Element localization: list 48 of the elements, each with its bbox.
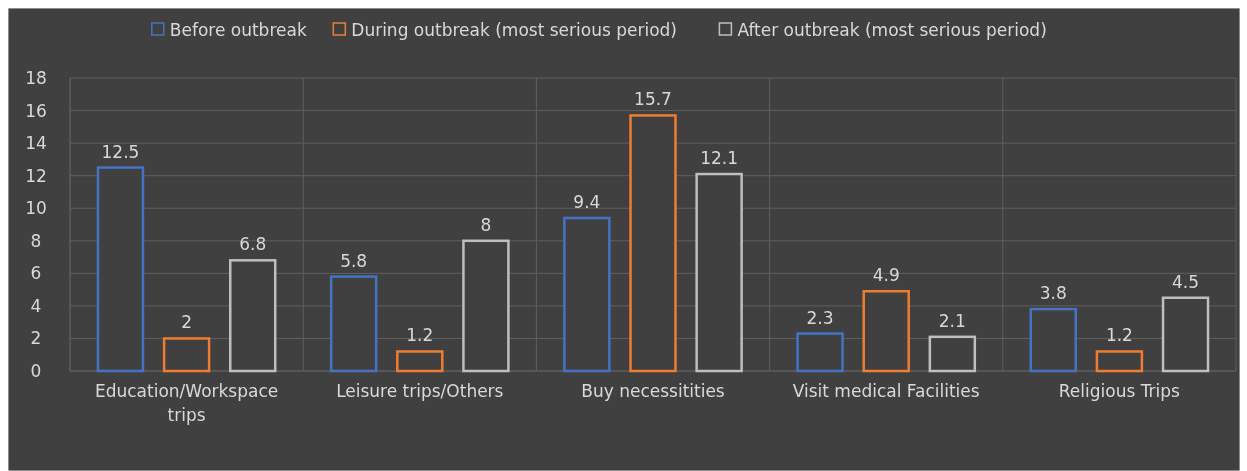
- legend-label: During outbreak (most serious period): [351, 19, 677, 40]
- bar: [1161, 296, 1210, 373]
- data-label: 8: [480, 214, 492, 235]
- x-tick-label: Buy necessitities: [581, 381, 725, 401]
- bar: [563, 216, 611, 373]
- data-label: 2.3: [806, 307, 834, 328]
- data-label: 9.4: [573, 191, 601, 212]
- x-tick-label: Visit medical Facilities: [792, 381, 980, 401]
- bar: [396, 350, 444, 373]
- bar: [462, 239, 510, 373]
- data-label: 2: [181, 312, 193, 333]
- data-label: 2.1: [938, 310, 966, 331]
- data-label: 1.2: [406, 325, 434, 346]
- data-label: 4.9: [872, 265, 900, 286]
- y-tick-label: 10: [25, 198, 47, 219]
- x-tick-label: Education/Workspace trips: [94, 381, 279, 425]
- x-tick-label: Leisure trips/Others: [336, 381, 504, 401]
- bar: [629, 114, 677, 373]
- y-tick-label: 0: [30, 360, 42, 381]
- y-tick-label: 16: [25, 100, 47, 121]
- bar: [796, 332, 844, 373]
- data-label: 6.8: [239, 234, 267, 255]
- y-tick-label: 8: [30, 230, 42, 251]
- y-tick-label: 2: [30, 328, 42, 349]
- y-tick-label: 18: [25, 67, 47, 88]
- bar: [928, 335, 977, 373]
- bar: [862, 289, 910, 373]
- data-label: 3.8: [1039, 283, 1067, 304]
- bar: [162, 337, 211, 373]
- x-tick-label: Religious Trips: [1058, 381, 1181, 401]
- bar: [229, 259, 277, 373]
- bar: [695, 172, 743, 373]
- data-label: 1.2: [1105, 325, 1133, 346]
- data-label: 12.5: [101, 141, 140, 162]
- y-tick-label: 4: [30, 295, 42, 316]
- data-label: 12.1: [700, 148, 739, 169]
- legend-label: After outbreak (most serious period): [737, 19, 1047, 40]
- bar: [1029, 307, 1077, 373]
- y-tick-label: 12: [25, 165, 47, 186]
- bar: [96, 166, 145, 373]
- data-label: 5.8: [340, 250, 368, 271]
- y-tick-label: 14: [25, 133, 47, 154]
- y-tick-label: 6: [30, 263, 42, 284]
- bar: [329, 275, 378, 373]
- data-label: 4.5: [1172, 271, 1200, 292]
- data-label: 15.7: [634, 89, 672, 110]
- legend-label: Before outbreak: [169, 19, 307, 40]
- bar: [1095, 350, 1144, 373]
